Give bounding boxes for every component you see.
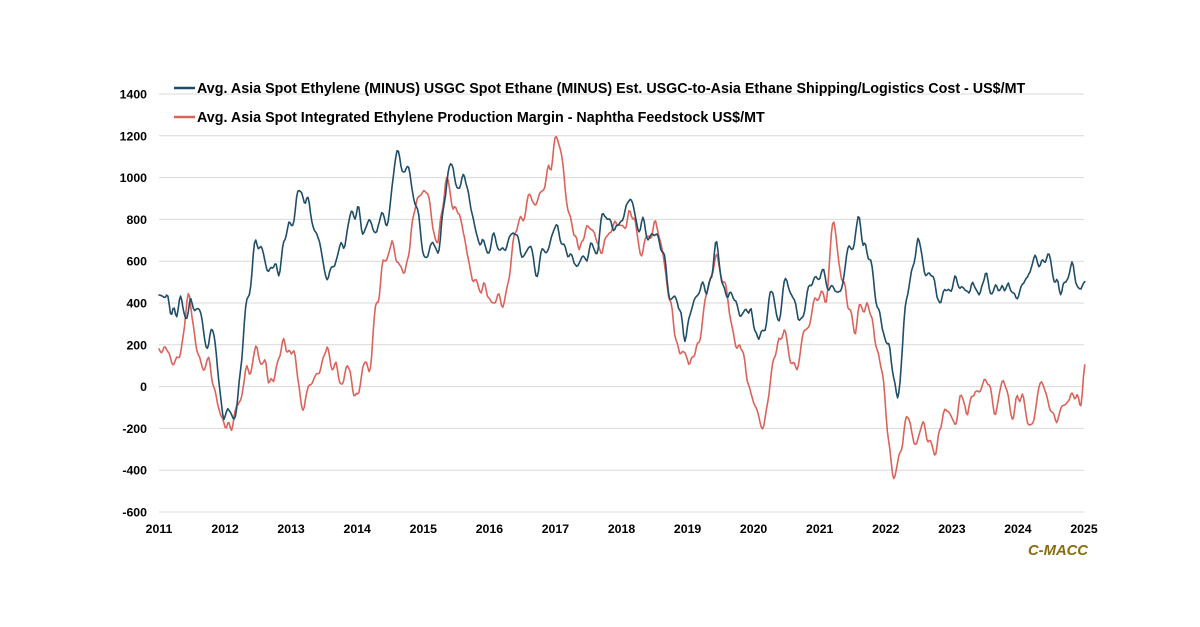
svg-text:200: 200 bbox=[126, 338, 147, 352]
svg-text:2022: 2022 bbox=[872, 522, 900, 536]
svg-text:2025: 2025 bbox=[1070, 522, 1098, 536]
svg-text:800: 800 bbox=[126, 213, 147, 227]
svg-text:2019: 2019 bbox=[674, 522, 702, 536]
svg-text:1000: 1000 bbox=[120, 171, 148, 185]
svg-text:0: 0 bbox=[140, 380, 147, 394]
svg-text:2011: 2011 bbox=[146, 522, 173, 536]
svg-text:-400: -400 bbox=[122, 464, 147, 478]
svg-text:Avg. Asia Spot Ethylene (MINUS: Avg. Asia Spot Ethylene (MINUS) USGC Spo… bbox=[197, 81, 1025, 97]
svg-text:600: 600 bbox=[126, 255, 147, 269]
svg-text:Avg. Asia Spot Integrated Ethy: Avg. Asia Spot Integrated Ethylene Produ… bbox=[197, 110, 765, 126]
svg-text:2013: 2013 bbox=[277, 522, 305, 536]
svg-text:C-MACC: C-MACC bbox=[1028, 543, 1088, 559]
svg-text:2016: 2016 bbox=[476, 522, 504, 536]
svg-text:2023: 2023 bbox=[938, 522, 966, 536]
svg-text:2017: 2017 bbox=[542, 522, 570, 536]
svg-text:2021: 2021 bbox=[806, 522, 834, 536]
svg-text:2014: 2014 bbox=[344, 522, 372, 536]
svg-text:2012: 2012 bbox=[211, 522, 239, 536]
svg-text:1400: 1400 bbox=[120, 88, 148, 102]
svg-text:-200: -200 bbox=[122, 422, 147, 436]
svg-text:2024: 2024 bbox=[1004, 522, 1032, 536]
svg-text:2020: 2020 bbox=[740, 522, 768, 536]
svg-text:2015: 2015 bbox=[410, 522, 438, 536]
svg-text:1200: 1200 bbox=[120, 129, 148, 143]
svg-text:2018: 2018 bbox=[608, 522, 636, 536]
svg-text:400: 400 bbox=[126, 297, 147, 311]
svg-text:-600: -600 bbox=[122, 506, 147, 520]
